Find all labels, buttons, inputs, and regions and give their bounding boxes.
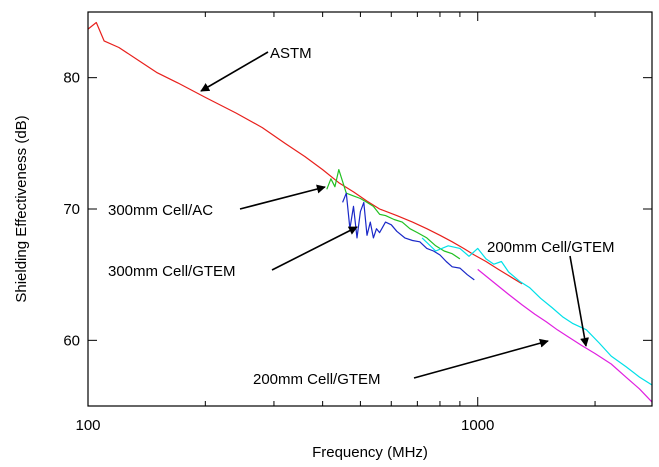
y-axis-title: Shielding Effectiveness (dB): [13, 115, 30, 302]
y-tick-label: 70: [63, 201, 80, 218]
annotation-label: 300mm Cell/AC: [108, 202, 213, 219]
annotation-arrow: [271, 226, 358, 271]
annotation-label: 300mm Cell/GTEM: [108, 263, 236, 280]
annotation-label: 200mm Cell/GTEM: [253, 371, 381, 388]
tick-layer: 100 1000 60 70 80: [63, 12, 652, 434]
series-line-0: [87, 21, 523, 285]
series-line-4: [477, 268, 653, 403]
annotation-300mm-gtem: 300mm Cell/GTEM: [108, 226, 358, 280]
annotation-arrow: [413, 338, 549, 379]
series-line-1: [326, 169, 461, 260]
annotation-300mm-ac: 300mm Cell/AC: [108, 184, 326, 219]
annotation-arrow: [239, 184, 326, 210]
annotation-arrow: [569, 255, 590, 347]
annotation-astm: ASTM: [200, 45, 312, 92]
series-line-2: [342, 192, 475, 281]
annotation-arrow: [200, 51, 269, 92]
series-line-3: [421, 237, 653, 386]
annotation-200mm-gtem-magenta: 200mm Cell/GTEM: [253, 338, 549, 388]
annotation-label: ASTM: [270, 45, 312, 62]
annotation-label: 200mm Cell/GTEM: [487, 239, 615, 256]
y-tick-label: 60: [63, 332, 80, 349]
x-axis-title: Frequency (MHz): [312, 444, 428, 461]
x-tick-label: 1000: [461, 417, 494, 434]
x-tick-label: 100: [75, 417, 100, 434]
y-tick-label: 80: [63, 70, 80, 87]
annotation-200mm-gtem-cyan: 200mm Cell/GTEM: [487, 239, 615, 347]
